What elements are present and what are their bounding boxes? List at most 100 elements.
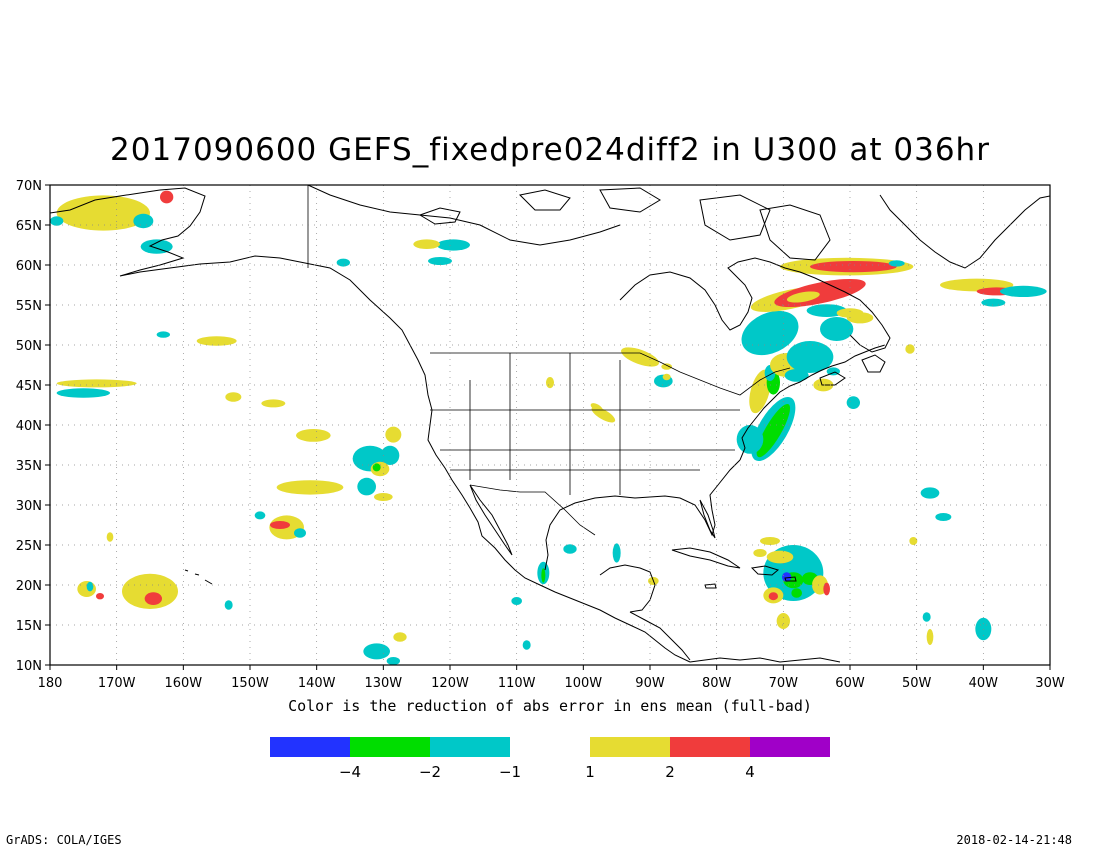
colorbar-swatch-negative xyxy=(270,737,350,757)
contour-blob-cyan xyxy=(741,310,799,356)
baffin-island xyxy=(759,204,831,261)
colorbar-swatch-positive xyxy=(670,737,750,757)
contour-blob-yellow xyxy=(276,480,344,495)
contour-blob-green xyxy=(756,403,791,458)
lat-tick-label: 15N xyxy=(16,619,42,634)
contour-blob-cyan xyxy=(224,600,233,610)
hudson-bay xyxy=(619,257,801,331)
contour-blob-cyan xyxy=(981,298,1006,307)
contour-blob-yellow xyxy=(621,347,659,367)
colorbar-label: −4 xyxy=(339,763,361,781)
contour-blob-cyan xyxy=(920,487,940,499)
lat-tick-label: 40N xyxy=(16,419,42,434)
contour-blob-cyan xyxy=(156,331,170,338)
contour-blob-yellow xyxy=(546,377,554,389)
puerto-rico xyxy=(784,576,797,582)
contour-blob-cyan xyxy=(56,388,110,398)
contour-blob-yellow xyxy=(413,239,440,249)
contour-blob-red xyxy=(96,593,104,600)
contour-blob-cyan xyxy=(820,317,854,341)
map-caption: Color is the reduction of abs error in e… xyxy=(288,697,812,715)
colorbar-swatch-positive xyxy=(750,737,830,757)
contour-blob-cyan xyxy=(86,581,94,592)
arctic-island-1 xyxy=(418,207,461,225)
lat-tick-label: 35N xyxy=(16,459,42,474)
contour-blob-cyan xyxy=(50,216,64,226)
florida xyxy=(699,499,716,539)
colorbar-swatch-negative xyxy=(430,737,510,757)
contour-blob-cyan xyxy=(140,239,173,254)
hawaii-2 xyxy=(194,573,200,576)
contour-blob-yellow xyxy=(786,291,820,303)
contour-blob-cyan xyxy=(563,544,577,554)
colorbar-swatch-negative xyxy=(350,737,430,757)
contour-blob-cyan xyxy=(1000,285,1047,297)
political-borders xyxy=(307,185,791,536)
states-vertical xyxy=(469,353,621,495)
contour-blob-yellow xyxy=(753,549,767,557)
lat-tick-label: 10N xyxy=(16,659,42,674)
contour-blob-yellow xyxy=(909,537,918,545)
contour-blob-cyan xyxy=(888,260,905,267)
south-america-coast xyxy=(689,657,841,663)
contour-blob-yellow xyxy=(766,550,794,564)
lat-tick-label: 70N xyxy=(16,179,42,194)
contour-blob-cyan xyxy=(922,612,931,622)
contour-blob-cyan xyxy=(380,445,400,465)
contour-blob-cyan xyxy=(386,657,401,665)
contour-blob-yellow xyxy=(776,613,790,629)
greenland xyxy=(879,194,1050,269)
yucatan xyxy=(599,564,656,613)
lon-tick-label: 30W xyxy=(1035,676,1065,691)
contour-blob-cyan xyxy=(736,425,764,454)
contour-blob-green xyxy=(372,463,381,472)
lon-tick-label: 160W xyxy=(164,676,202,691)
contour-blob-yellow xyxy=(749,369,771,414)
contour-blob-cyan xyxy=(336,258,351,267)
lon-tick-label: 40W xyxy=(969,676,999,691)
contour-blob-blue xyxy=(782,572,792,582)
lon-tick-label: 60W xyxy=(835,676,865,691)
contour-blob-yellow xyxy=(196,336,237,346)
contour-blob-cyan xyxy=(784,369,809,382)
contour-blob-yellow xyxy=(77,581,96,597)
contour-blob-cyan xyxy=(294,528,306,538)
contour-blob-red xyxy=(160,190,174,204)
central-america xyxy=(629,611,691,661)
contour-blob-yellow xyxy=(662,373,671,381)
hispaniola xyxy=(750,565,780,576)
generated-timestamp: 2018-02-14-21:48 xyxy=(956,833,1072,847)
jamaica xyxy=(704,583,717,589)
hawaii-1 xyxy=(184,569,189,572)
contour-blob-cyan xyxy=(806,304,847,317)
gulf-coast xyxy=(544,459,741,571)
colorbar-label: 2 xyxy=(665,763,675,781)
contour-blob-cyan xyxy=(786,341,834,373)
contour-blob-yellow xyxy=(106,532,114,542)
contour-blob-red xyxy=(144,592,162,605)
contour-blob-red xyxy=(810,261,897,273)
contour-blob-yellow xyxy=(661,363,673,370)
contour-blob-cyan xyxy=(935,513,952,521)
lon-tick-label: 90W xyxy=(635,676,665,691)
north-america-coast xyxy=(50,187,691,663)
contour-blob-yellow xyxy=(393,632,407,642)
lon-tick-label: 50W xyxy=(902,676,932,691)
colorbar-swatch-positive xyxy=(590,737,670,757)
lat-tick-label: 30N xyxy=(16,499,42,514)
arctic-coast xyxy=(307,185,621,246)
lat-tick-label: 45N xyxy=(16,379,42,394)
contour-blob-yellow xyxy=(590,403,603,412)
contour-blob-yellow xyxy=(905,344,915,354)
arctic-island-2 xyxy=(518,189,571,211)
contour-blob-red xyxy=(823,582,831,596)
lon-axis-labels: 180 170W 160W 150W 140W 130W 120W 110W 100W 90W 80… xyxy=(38,676,1065,691)
contour-blob-cyan xyxy=(846,396,860,409)
contour-blob-yellow xyxy=(56,195,150,231)
lon-tick-label: 70W xyxy=(769,676,799,691)
contour-blob-cyan xyxy=(428,257,452,265)
axis-ticks xyxy=(45,184,1051,670)
contour-blob-yellow xyxy=(261,399,286,408)
lon-tick-label: 120W xyxy=(431,676,469,691)
